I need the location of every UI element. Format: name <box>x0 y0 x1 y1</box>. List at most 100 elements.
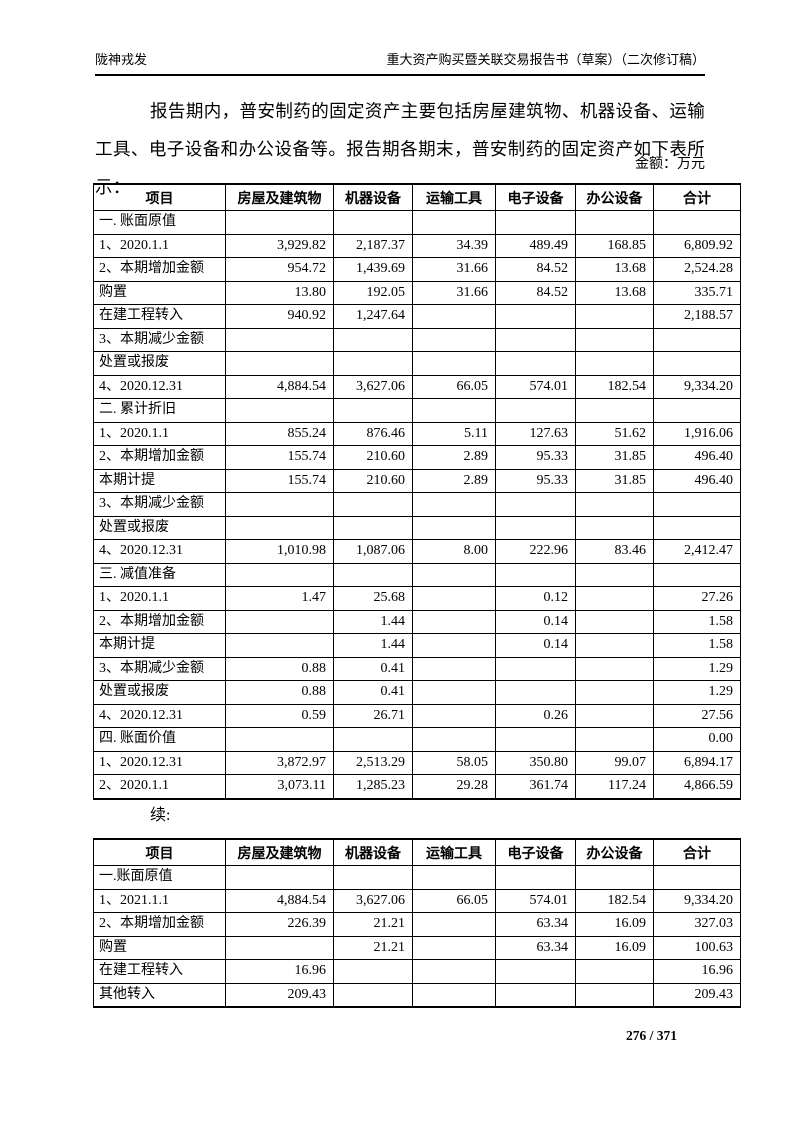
table-cell: 6,894.17 <box>653 750 741 775</box>
table-cell: 0.41 <box>333 656 413 681</box>
column-header: 机器设备 <box>333 183 413 211</box>
table-cell: 9,334.20 <box>653 374 741 399</box>
table-cell <box>333 959 413 984</box>
table-cell: 226.39 <box>225 912 334 937</box>
table-row: 其他转入 209.43 209.43 <box>93 982 741 1008</box>
table-cell: 3,627.06 <box>333 888 413 913</box>
table-cell: 58.05 <box>412 750 496 775</box>
table-cell: 16.96 <box>653 959 741 984</box>
table-cell <box>225 562 334 587</box>
row-label: 其他转入 <box>93 982 226 1008</box>
row-label: 2、本期增加金额 <box>93 257 226 282</box>
row-label: 四. 账面价值 <box>93 727 226 752</box>
table-row: 2、本期增加金额 1.44 0.14 1.58 <box>93 609 741 634</box>
table-cell: 954.72 <box>225 257 334 282</box>
table-row: 处置或报废 <box>93 351 741 376</box>
table-cell: 13.68 <box>575 280 654 305</box>
table-cell: 63.34 <box>495 935 576 960</box>
column-header: 机器设备 <box>333 838 413 866</box>
table-cell <box>495 304 576 329</box>
table-cell <box>575 865 654 890</box>
table-cell: 9,334.20 <box>653 888 741 913</box>
table-cell: 26.71 <box>333 703 413 728</box>
table-cell: 95.33 <box>495 445 576 470</box>
table-cell: 3,929.82 <box>225 233 334 258</box>
row-label: 1、2020.1.1 <box>93 586 226 611</box>
table-cell <box>495 327 576 352</box>
table-cell <box>495 656 576 681</box>
table-row: 购置 13.80 192.05 31.66 84.52 13.68 335.71 <box>93 280 741 305</box>
table-cell <box>412 935 496 960</box>
table-cell: 1.29 <box>653 656 741 681</box>
table-cell: 84.52 <box>495 280 576 305</box>
table-cell: 13.68 <box>575 257 654 282</box>
table-cell <box>575 982 654 1008</box>
table-cell <box>412 351 496 376</box>
table-cell: 1,087.06 <box>333 539 413 564</box>
table-cell: 350.80 <box>495 750 576 775</box>
table-cell: 0.14 <box>495 609 576 634</box>
table-cell: 5.11 <box>412 421 496 446</box>
table-cell: 1.29 <box>653 680 741 705</box>
row-label: 1、2021.1.1 <box>93 888 226 913</box>
row-label: 本期计提 <box>93 468 226 493</box>
row-label: 1、2020.1.1 <box>93 233 226 258</box>
header-row: 项目 房屋及建筑物 机器设备 运输工具 电子设备 办公设备 合计 <box>93 838 741 866</box>
page-number: 276 / 371 <box>625 1028 677 1043</box>
table-cell <box>575 562 654 587</box>
table-cell <box>495 727 576 752</box>
continued-label: 续: <box>150 807 171 824</box>
table-cell <box>333 515 413 540</box>
table-cell <box>575 703 654 728</box>
table-cell <box>333 492 413 517</box>
table-cell: 0.26 <box>495 703 576 728</box>
table-cell: 1,247.64 <box>333 304 413 329</box>
table-cell <box>495 210 576 235</box>
table-cell <box>412 656 496 681</box>
table-row: 本期计提 1.44 0.14 1.58 <box>93 633 741 658</box>
table-cell <box>412 609 496 634</box>
table-cell: 496.40 <box>653 468 741 493</box>
table-cell <box>412 492 496 517</box>
table-row: 4、2020.12.31 1,010.98 1,087.06 8.00 222.96 83… <box>93 539 741 564</box>
table-cell: 66.05 <box>412 888 496 913</box>
table-cell <box>333 398 413 423</box>
column-header: 运输工具 <box>412 183 496 211</box>
table-cell: 21.21 <box>333 935 413 960</box>
table-cell: 0.14 <box>495 633 576 658</box>
table-cell <box>495 680 576 705</box>
table-cell <box>575 656 654 681</box>
table-cell <box>412 586 496 611</box>
page-header: 陇神戎发 重大资产购买暨关联交易报告书（草案）（二次修订稿） <box>95 52 705 76</box>
table-cell <box>495 515 576 540</box>
row-label: 一.账面原值 <box>93 865 226 890</box>
table-cell <box>575 351 654 376</box>
table-cell: 84.52 <box>495 257 576 282</box>
row-label: 二. 累计折旧 <box>93 398 226 423</box>
table-cell: 489.49 <box>495 233 576 258</box>
table-row: 处置或报废 0.88 0.41 1.29 <box>93 680 741 705</box>
unit-label: 金额：万元 <box>635 157 705 172</box>
table-cell: 168.85 <box>575 233 654 258</box>
table-cell <box>575 727 654 752</box>
table-cell <box>412 912 496 937</box>
table-cell: 2,524.28 <box>653 257 741 282</box>
table-cell <box>575 492 654 517</box>
header-company-name: 陇神戎发 <box>95 52 148 67</box>
table-cell: 21.21 <box>333 912 413 937</box>
table-cell: 0.88 <box>225 656 334 681</box>
table-cell <box>575 398 654 423</box>
row-label: 在建工程转入 <box>93 304 226 329</box>
table-cell: 25.68 <box>333 586 413 611</box>
row-label: 一. 账面原值 <box>93 210 226 235</box>
table-cell: 16.09 <box>575 912 654 937</box>
row-label: 在建工程转入 <box>93 959 226 984</box>
table-cell <box>225 351 334 376</box>
table-cell <box>412 727 496 752</box>
row-label: 本期计提 <box>93 633 226 658</box>
table-cell <box>575 304 654 329</box>
column-header: 合计 <box>653 838 741 866</box>
table-row: 1、2020.1.1 855.24 876.46 5.11 127.63 51.62 1,9… <box>93 421 741 446</box>
row-label: 购置 <box>93 280 226 305</box>
